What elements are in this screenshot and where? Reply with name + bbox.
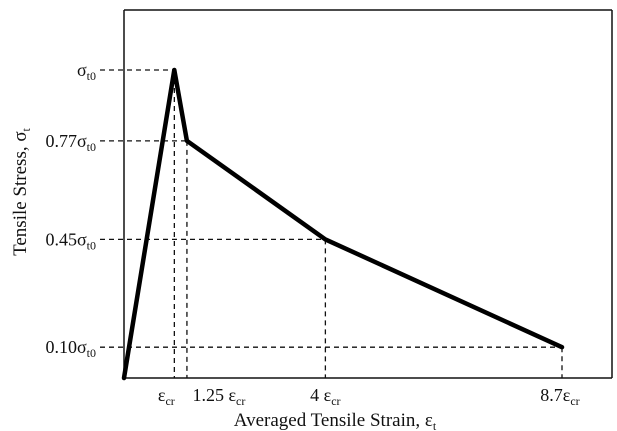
x-tick-label: 4 εcr [310,385,340,408]
stress-strain-curve [121,67,565,381]
guide-lines [100,69,563,378]
x-tick-label: 1.25 εcr [192,385,245,408]
x-tick-label: εcr [158,385,175,408]
y-axis-title: Tensile Stress, σt [10,127,33,255]
y-tick-label: 0.10σt0 [45,337,96,360]
y-tick-label: 0.77σt0 [45,131,96,154]
x-tick-label: 8.7εcr [540,385,579,408]
plot-frame [123,9,613,379]
y-tick-labels: σt0 0.77σt0 0.45σt0 0.10σt0 [45,60,96,360]
y-tick-label: σt0 [77,60,96,83]
x-axis-title: Averaged Tensile Strain, εt [234,410,437,431]
curve-layer [121,67,565,381]
y-tick-label: 0.45σt0 [45,229,96,252]
x-tick-labels: εcr 1.25 εcr 4 εcr 8.7εcr [158,385,580,408]
